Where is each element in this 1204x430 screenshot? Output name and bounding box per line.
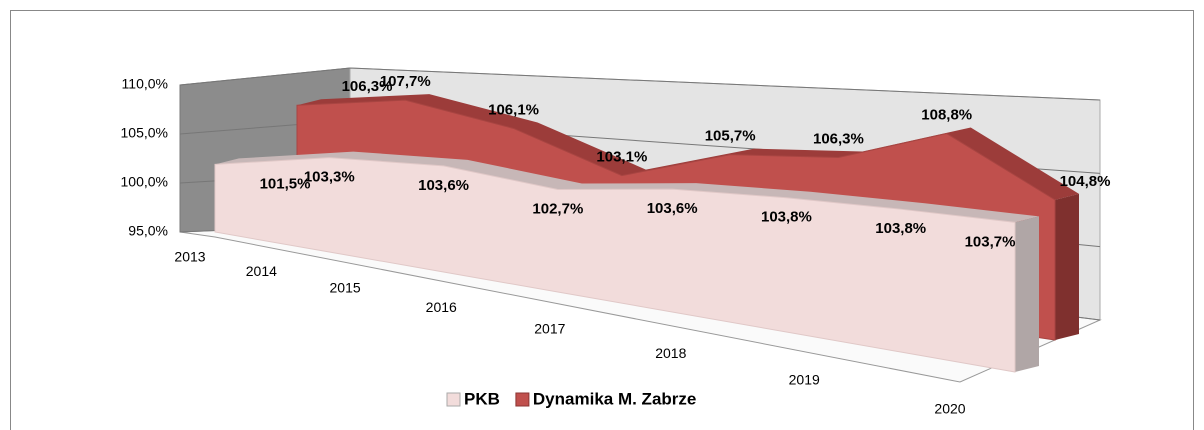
data-label: 103,3%	[304, 169, 355, 186]
data-label: 105,7%	[705, 128, 756, 145]
area-side	[1015, 216, 1039, 372]
data-label: 103,6%	[647, 200, 698, 217]
legend-label: Dynamika M. Zabrze	[533, 389, 696, 408]
area-depth	[297, 94, 1079, 200]
x-tick-label: 2013	[174, 249, 205, 265]
data-label: 104,8%	[1060, 173, 1111, 190]
y-tick-label: 100,0%	[121, 174, 168, 190]
x-tick-label: 2019	[789, 372, 820, 388]
x-tick-label: 2017	[534, 321, 565, 337]
x-tick-label: 2015	[330, 280, 361, 296]
data-label: 106,1%	[488, 101, 539, 118]
data-label: 103,7%	[965, 233, 1016, 250]
x-tick-label: 2014	[246, 263, 277, 279]
area-depth	[215, 151, 1039, 223]
data-label: 103,6%	[418, 177, 469, 194]
legend-swatch	[515, 392, 530, 407]
data-label: 106,3%	[342, 78, 393, 95]
data-label: 103,8%	[875, 220, 926, 237]
data-label: 108,8%	[921, 106, 972, 123]
grid-line	[179, 67, 1101, 101]
x-tick-label: 2016	[426, 299, 457, 315]
data-label: 103,1%	[596, 149, 647, 166]
x-tick-label: 2020	[934, 401, 965, 417]
y-tick-label: 95,0%	[128, 223, 168, 239]
data-label: 101,5%	[260, 175, 311, 192]
area	[214, 157, 1016, 373]
data-label: 107,7%	[380, 73, 431, 90]
y-tick-label: 105,0%	[121, 125, 168, 141]
y-tick-label: 110,0%	[122, 76, 168, 92]
data-label: 102,7%	[532, 200, 583, 217]
data-label: 106,3%	[813, 130, 864, 147]
data-label: 103,8%	[761, 209, 812, 226]
legend-label: PKB	[464, 389, 500, 408]
area-side	[1055, 193, 1079, 340]
legend-swatch	[446, 392, 461, 407]
x-tick-label: 2018	[655, 345, 686, 361]
